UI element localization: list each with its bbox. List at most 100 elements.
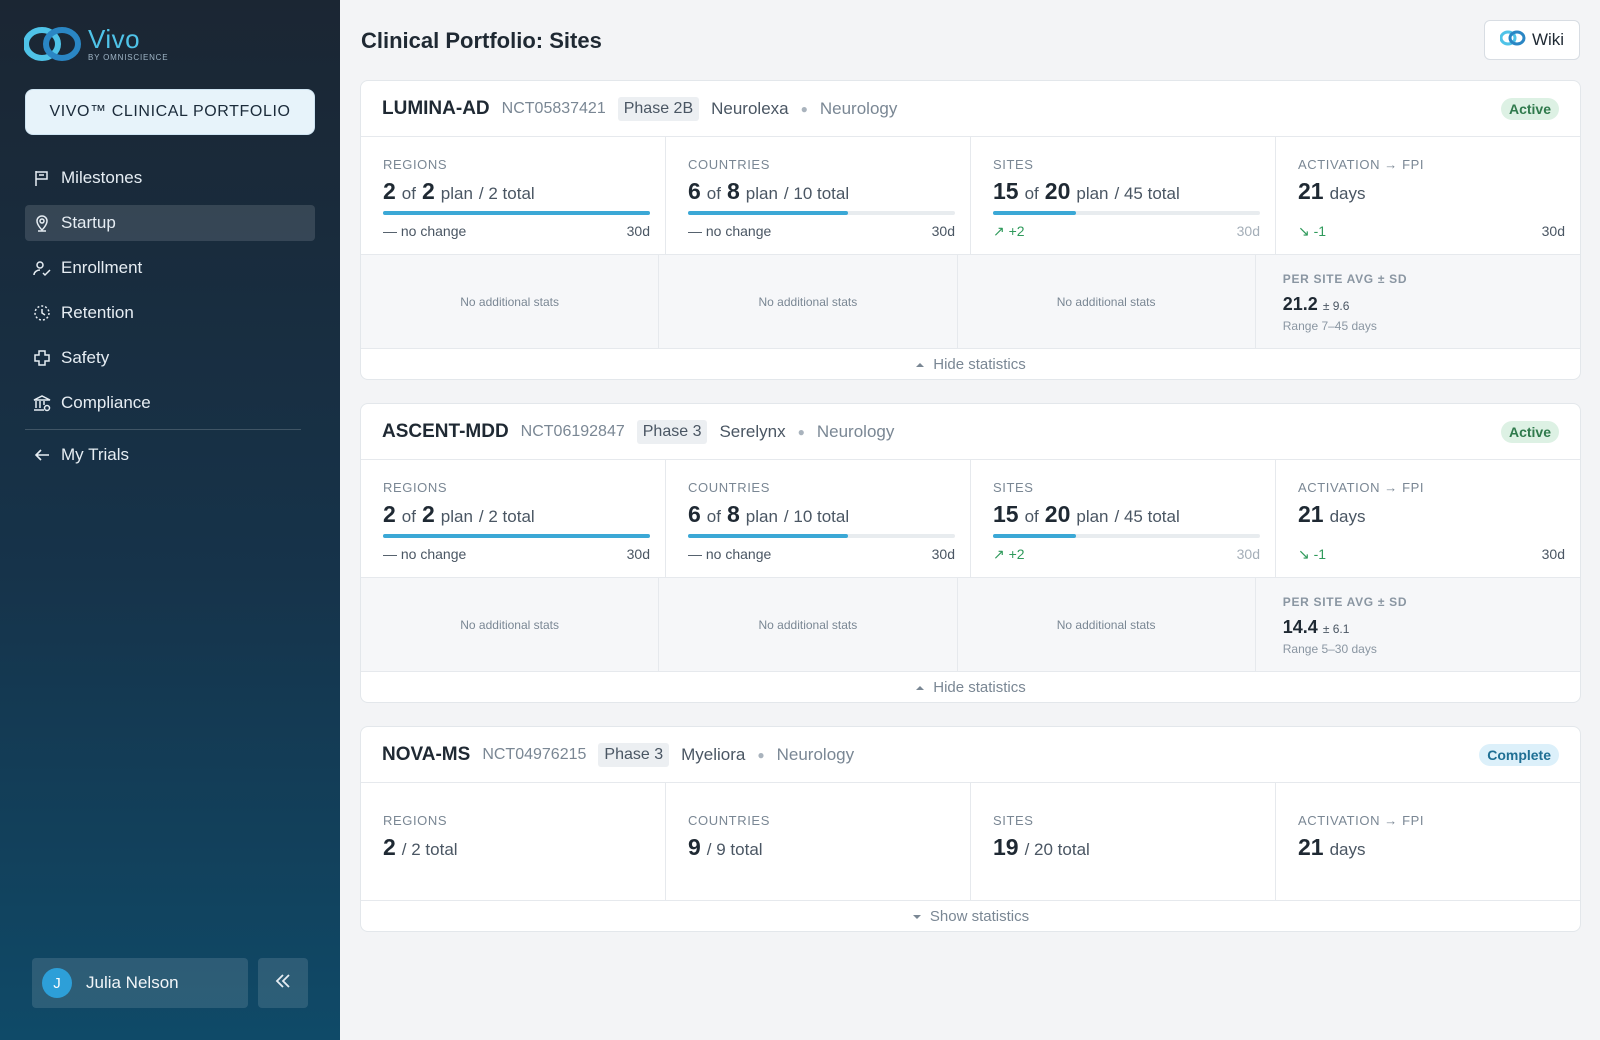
- metric-value: 19: [993, 834, 1019, 860]
- progress-bar: [383, 211, 650, 215]
- trial-card: ASCENT-MDD NCT06192847 Phase 3 Serelynx …: [360, 403, 1581, 703]
- metrics-row: REGIONS 2 of 2 plan / 2 total — no chang…: [361, 460, 1580, 578]
- total-value: / 10 total: [783, 507, 850, 526]
- plan-label: plan: [745, 184, 778, 203]
- metric-label: COUNTRIES: [688, 813, 770, 828]
- my-trials-link[interactable]: My Trials: [25, 437, 315, 473]
- period-label: 30d: [931, 223, 955, 239]
- period-label: 30d: [931, 546, 955, 562]
- wiki-button[interactable]: Wiki: [1484, 20, 1580, 60]
- clinical-portfolio-button[interactable]: VIVO™ CLINICAL PORTFOLIO: [25, 89, 315, 135]
- plan-label: plan: [1076, 184, 1109, 203]
- sidebar-item-retention[interactable]: Retention: [25, 295, 315, 331]
- metric-regions: REGIONS 2 of 2 plan / 2 total — no chang…: [361, 137, 666, 254]
- per-site-stats: PER SITE AVG ± SD 21.2 ± 9.6 Range 7–45 …: [1255, 255, 1580, 348]
- stat-range: Range 5–30 days: [1282, 642, 1377, 656]
- no-stats-text: No additional stats: [958, 578, 1256, 671]
- drug-name: Serelynx: [719, 421, 786, 441]
- sidebar: Vivo BY OMNISCIENCE VIVO™ CLINICAL PORTF…: [0, 0, 340, 1040]
- trial-name[interactable]: LUMINA-AD: [382, 97, 490, 119]
- progress-bar: [688, 534, 955, 538]
- days-label: days: [1329, 840, 1366, 859]
- trial-name[interactable]: NOVA-MS: [382, 743, 471, 765]
- metric-value: 9: [688, 834, 701, 860]
- period-label: 30d: [1541, 546, 1565, 562]
- trend-text: ↘ -1: [1298, 223, 1327, 239]
- plan-label: plan: [1076, 507, 1109, 526]
- metric-label: REGIONS: [383, 157, 448, 172]
- metric-value: 2: [383, 501, 396, 527]
- phase-tag: Phase 3: [636, 419, 708, 444]
- trial-name[interactable]: ASCENT-MDD: [382, 420, 509, 442]
- plan-value: 8: [726, 178, 740, 204]
- progress-fill: [383, 534, 650, 538]
- no-stats-text: No additional stats: [361, 578, 660, 671]
- sidebar-item-enrollment[interactable]: Enrollment: [25, 250, 315, 286]
- collapse-sidebar-button[interactable]: [258, 958, 308, 1008]
- period-label: 30d: [1541, 223, 1565, 239]
- progress-bar: [688, 211, 955, 215]
- metric-activation: ACTIVATION → FPI 21 days ↘ -1 30d: [1276, 460, 1580, 577]
- flag-icon: [33, 169, 51, 187]
- of-label: of: [706, 507, 721, 526]
- plan-value: 20: [1044, 501, 1071, 527]
- user-menu[interactable]: J Julia Nelson: [32, 958, 248, 1008]
- sidebar-item-safety[interactable]: Safety: [25, 340, 315, 376]
- hide-statistics-toggle[interactable]: Hide statistics: [361, 672, 1580, 702]
- trend-text: — no change: [383, 223, 467, 239]
- period-label: 30d: [626, 223, 650, 239]
- metric-activation: ACTIVATION → FPI 21 days ↘ -1 30d: [1276, 137, 1580, 254]
- total-value: / 2 total: [478, 507, 535, 526]
- trial-header: NOVA-MS NCT04976215 Phase 3 Myeliora ● N…: [361, 727, 1580, 783]
- per-site-stats: PER SITE AVG ± SD 14.4 ± 6.1 Range 5–30 …: [1255, 578, 1580, 671]
- sidebar-item-compliance[interactable]: Compliance: [25, 385, 315, 421]
- trend-text: — no change: [688, 546, 772, 562]
- show-statistics-toggle[interactable]: Show statistics: [361, 901, 1580, 931]
- stat-label: PER SITE AVG ± SD: [1282, 272, 1408, 286]
- progress-fill: [993, 211, 1076, 215]
- sidebar-item-label: Startup: [61, 213, 116, 232]
- drug-name: Myeliora: [681, 744, 746, 764]
- total-value: / 9 total: [706, 840, 763, 859]
- metric-value: 6: [688, 501, 701, 527]
- of-label: of: [1024, 184, 1039, 203]
- metric-countries: COUNTRIES 6 of 8 plan / 10 total — no ch…: [666, 460, 971, 577]
- status-badge: Active: [1500, 98, 1559, 120]
- logo-subtitle: BY OMNISCIENCE: [88, 53, 169, 62]
- double-chevron-left-icon: [273, 971, 293, 996]
- trial-card: NOVA-MS NCT04976215 Phase 3 Myeliora ● N…: [360, 726, 1581, 932]
- hide-statistics-toggle[interactable]: Hide statistics: [361, 349, 1580, 379]
- no-stats-text: No additional stats: [958, 255, 1256, 348]
- main-content: Clinical Portfolio: Sites Wiki LUMINA-AD…: [340, 0, 1600, 1040]
- progress-fill: [993, 534, 1076, 538]
- progress-bar: [993, 534, 1260, 538]
- sidebar-item-label: Safety: [61, 348, 110, 367]
- metrics-row: REGIONS 2 of 2 plan / 2 total — no chang…: [361, 137, 1580, 255]
- total-value: / 45 total: [1114, 184, 1180, 203]
- sidebar-item-milestones[interactable]: Milestones: [25, 160, 315, 196]
- phase-tag: Phase 3: [598, 742, 670, 767]
- metric-label: ACTIVATION → FPI: [1298, 157, 1425, 172]
- plan-value: 8: [726, 501, 740, 527]
- no-stats-text: No additional stats: [659, 578, 958, 671]
- drug-name: Neurolexa: [711, 98, 789, 118]
- sidebar-item-startup[interactable]: Startup: [25, 205, 315, 241]
- arrow-left-icon: [33, 446, 51, 464]
- sidebar-divider: [25, 429, 301, 430]
- metric-label: SITES: [993, 157, 1034, 172]
- days-label: days: [1329, 507, 1366, 526]
- progress-fill: [688, 211, 849, 215]
- metrics-row: REGIONS 2 / 2 total COUNTRIES 9 / 9 tota…: [361, 783, 1580, 901]
- metric-label: COUNTRIES: [688, 480, 770, 495]
- therapeutic-area: Neurology: [819, 98, 898, 118]
- metric-value: 15: [993, 178, 1019, 204]
- sidebar-nav: Milestones Startup Enrollment Retention …: [25, 160, 315, 430]
- metric-regions: REGIONS 2 / 2 total: [361, 783, 666, 900]
- vivo-logo-icon: [23, 26, 82, 62]
- metric-regions: REGIONS 2 of 2 plan / 2 total — no chang…: [361, 460, 666, 577]
- logo[interactable]: Vivo BY OMNISCIENCE: [23, 26, 169, 62]
- separator-dot: ●: [797, 424, 805, 439]
- sidebar-item-label: Retention: [61, 303, 134, 322]
- no-stats-text: No additional stats: [361, 255, 660, 348]
- metric-countries: COUNTRIES 9 / 9 total: [666, 783, 971, 900]
